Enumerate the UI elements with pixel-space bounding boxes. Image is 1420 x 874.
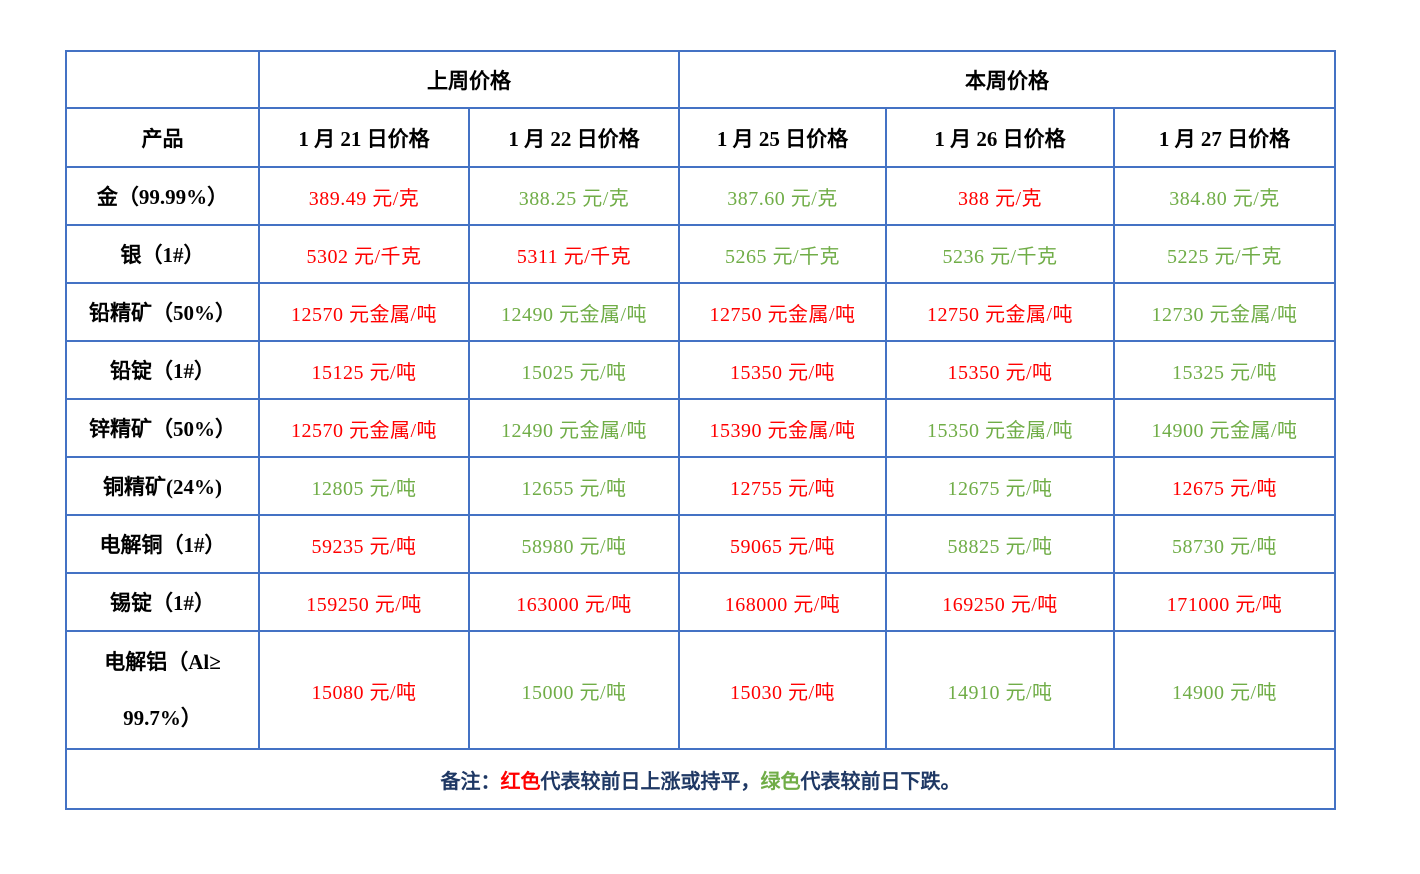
table-row: 铜精矿(24%) 12805 元/吨 12655 元/吨 12755 元/吨 12675… <box>65 456 1337 516</box>
price-cell: 15030 元/吨 <box>678 630 887 750</box>
price-cell: 12750 元金属/吨 <box>678 282 887 342</box>
last-week-group-header: 上周价格 <box>258 50 680 109</box>
price-cell: 5236 元/千克 <box>885 224 1115 284</box>
product-cell: 电解铝（Al≥ 99.7%） <box>65 630 260 750</box>
product-cell: 铅锭（1#） <box>65 340 260 400</box>
price-cell: 15125 元/吨 <box>258 340 470 400</box>
price-cell: 58980 元/吨 <box>468 514 680 574</box>
note-segment: 备注： <box>440 770 501 793</box>
price-cell: 171000 元/吨 <box>1112 572 1337 632</box>
price-cell: 388.25 元/克 <box>468 166 680 226</box>
price-cell: 5225 元/千克 <box>1112 224 1337 284</box>
price-cell: 12675 元/吨 <box>1112 456 1337 516</box>
date-column-header: 1 月 22 日价格 <box>468 107 680 168</box>
price-cell: 58730 元/吨 <box>1112 514 1337 574</box>
price-cell: 15000 元/吨 <box>468 630 680 750</box>
price-cell: 58825 元/吨 <box>885 514 1115 574</box>
price-cell: 15080 元/吨 <box>258 630 470 750</box>
price-cell: 12490 元金属/吨 <box>468 282 680 342</box>
this-week-group-header: 本周价格 <box>677 50 1337 109</box>
date-column-header: 1 月 25 日价格 <box>678 107 887 168</box>
price-cell: 14900 元金属/吨 <box>1112 398 1337 458</box>
price-cell: 384.80 元/克 <box>1112 166 1337 226</box>
note-segment: 代表较前日上涨或持平， <box>540 770 761 793</box>
empty-corner-cell <box>65 50 260 109</box>
price-cell: 5265 元/千克 <box>678 224 887 284</box>
price-cell: 59235 元/吨 <box>258 514 470 574</box>
table-row: 铅精矿（50%） 12570 元金属/吨 12490 元金属/吨 12750 元金属/… <box>65 282 1337 342</box>
product-cell: 金（99.99%） <box>65 166 260 226</box>
price-cell: 12805 元/吨 <box>258 456 470 516</box>
table-row: 银（1#） 5302 元/千克 5311 元/千克 5265 元/千克 5236 元/千… <box>65 224 1337 284</box>
price-cell: 12730 元金属/吨 <box>1112 282 1337 342</box>
price-cell: 163000 元/吨 <box>468 572 680 632</box>
price-cell: 12750 元金属/吨 <box>885 282 1115 342</box>
table-row: 电解铝（Al≥ 99.7%） 15080 元/吨 15000 元/吨 15030 元/吨… <box>65 630 1337 750</box>
price-cell: 14900 元/吨 <box>1112 630 1337 750</box>
note-row: 备注：红色代表较前日上涨或持平，绿色代表较前日下跌。 <box>64 748 1337 810</box>
metal-price-table: 上周价格 本周价格 产品 1 月 21 日价格 1 月 22 日价格 1 月 2… <box>64 50 1337 810</box>
price-cell: 12755 元/吨 <box>678 456 887 516</box>
price-cell: 14910 元/吨 <box>885 630 1115 750</box>
date-column-header: 1 月 27 日价格 <box>1112 107 1337 168</box>
product-cell: 锌精矿（50%） <box>65 398 260 458</box>
table-row: 锌精矿（50%） 12570 元金属/吨 12490 元金属/吨 15390 元金属/… <box>65 398 1337 458</box>
product-cell: 锡锭（1#） <box>65 572 260 632</box>
week-group-header-row: 上周价格 本周价格 <box>65 50 1337 109</box>
price-cell: 387.60 元/克 <box>678 166 887 226</box>
price-cell: 12570 元金属/吨 <box>258 282 470 342</box>
price-cell: 15350 元/吨 <box>885 340 1115 400</box>
date-column-header: 1 月 21 日价格 <box>258 107 470 168</box>
price-cell: 12570 元金属/吨 <box>258 398 470 458</box>
price-cell: 12655 元/吨 <box>468 456 680 516</box>
date-header-row: 产品 1 月 21 日价格 1 月 22 日价格 1 月 25 日价格 1 月 … <box>65 107 1337 168</box>
product-cell: 铜精矿(24%) <box>65 456 260 516</box>
product-column-header: 产品 <box>65 107 260 168</box>
price-cell: 159250 元/吨 <box>258 572 470 632</box>
table-row: 金（99.99%） 389.49 元/克 388.25 元/克 387.60 元/克 3… <box>65 166 1337 226</box>
price-cell: 15325 元/吨 <box>1112 340 1337 400</box>
price-cell: 168000 元/吨 <box>678 572 887 632</box>
table-row: 电解铜（1#） 59235 元/吨 58980 元/吨 59065 元/吨 58825 … <box>65 514 1337 574</box>
table-row: 锡锭（1#） 159250 元/吨 163000 元/吨 168000 元/吨 1692… <box>65 572 1337 632</box>
price-cell: 15350 元/吨 <box>678 340 887 400</box>
price-cell: 5311 元/千克 <box>468 224 680 284</box>
product-cell: 铅精矿（50%） <box>65 282 260 342</box>
date-column-header: 1 月 26 日价格 <box>885 107 1115 168</box>
price-cell: 389.49 元/克 <box>258 166 470 226</box>
price-cell: 15350 元金属/吨 <box>885 398 1115 458</box>
product-label: 电解铝（Al≥ <box>104 650 221 674</box>
legend-note: 备注：红色代表较前日上涨或持平，绿色代表较前日下跌。 <box>64 748 1337 810</box>
price-cell: 12675 元/吨 <box>885 456 1115 516</box>
note-segment: 红色 <box>500 770 541 793</box>
product-cell: 银（1#） <box>65 224 260 284</box>
price-cell: 15390 元金属/吨 <box>678 398 887 458</box>
price-cell: 12490 元金属/吨 <box>468 398 680 458</box>
price-cell: 388 元/克 <box>885 166 1115 226</box>
product-cell: 电解铜（1#） <box>65 514 260 574</box>
price-cell: 59065 元/吨 <box>678 514 887 574</box>
price-cell: 169250 元/吨 <box>885 572 1115 632</box>
price-cell: 5302 元/千克 <box>258 224 470 284</box>
price-cell: 15025 元/吨 <box>468 340 680 400</box>
note-segment: 绿色 <box>760 770 801 793</box>
note-segment: 代表较前日下跌。 <box>800 770 961 793</box>
table-row: 铅锭（1#） 15125 元/吨 15025 元/吨 15350 元/吨 15350 元… <box>65 340 1337 400</box>
product-label-line2: 99.7%） <box>123 706 202 730</box>
